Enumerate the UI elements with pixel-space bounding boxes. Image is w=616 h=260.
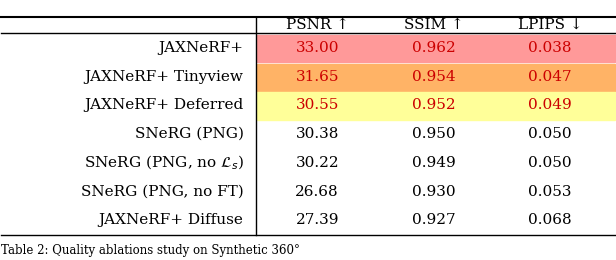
Text: 30.55: 30.55: [296, 98, 339, 112]
Text: SNeRG (PNG, no $\mathcal{L}_s$): SNeRG (PNG, no $\mathcal{L}_s$): [84, 154, 243, 172]
Text: 0.930: 0.930: [412, 185, 455, 199]
Text: 30.38: 30.38: [296, 127, 339, 141]
Text: SSIM ↑: SSIM ↑: [404, 18, 464, 32]
Text: SNeRG (PNG, no FT): SNeRG (PNG, no FT): [81, 185, 243, 199]
Text: 0.047: 0.047: [529, 70, 572, 84]
Text: 0.038: 0.038: [529, 41, 572, 55]
Text: Table 2: Quality ablations study on Synthetic 360°: Table 2: Quality ablations study on Synt…: [1, 244, 300, 257]
Text: 27.39: 27.39: [296, 213, 339, 228]
Text: JAXNeRF+: JAXNeRF+: [158, 41, 243, 55]
Text: 0.927: 0.927: [412, 213, 455, 228]
Bar: [257, 92, 615, 120]
Text: 0.068: 0.068: [529, 213, 572, 228]
Text: 0.049: 0.049: [529, 98, 572, 112]
Bar: [257, 63, 615, 91]
Bar: [257, 35, 615, 62]
Text: 33.00: 33.00: [296, 41, 339, 55]
Text: PSNR ↑: PSNR ↑: [286, 18, 349, 32]
Text: 0.050: 0.050: [529, 156, 572, 170]
Text: SNeRG (PNG): SNeRG (PNG): [135, 127, 243, 141]
Text: JAXNeRF+ Deferred: JAXNeRF+ Deferred: [84, 98, 243, 112]
Text: 30.22: 30.22: [296, 156, 339, 170]
Text: 0.954: 0.954: [412, 70, 455, 84]
Text: 0.950: 0.950: [412, 127, 455, 141]
Text: JAXNeRF+ Tinyview: JAXNeRF+ Tinyview: [85, 70, 243, 84]
Text: 0.952: 0.952: [412, 98, 455, 112]
Text: 26.68: 26.68: [296, 185, 339, 199]
Text: 0.053: 0.053: [529, 185, 572, 199]
Text: LPIPS ↓: LPIPS ↓: [518, 18, 583, 32]
Text: 0.949: 0.949: [412, 156, 456, 170]
Text: 0.962: 0.962: [412, 41, 456, 55]
Text: 31.65: 31.65: [296, 70, 339, 84]
Text: JAXNeRF+ Diffuse: JAXNeRF+ Diffuse: [99, 213, 243, 228]
Text: 0.050: 0.050: [529, 127, 572, 141]
